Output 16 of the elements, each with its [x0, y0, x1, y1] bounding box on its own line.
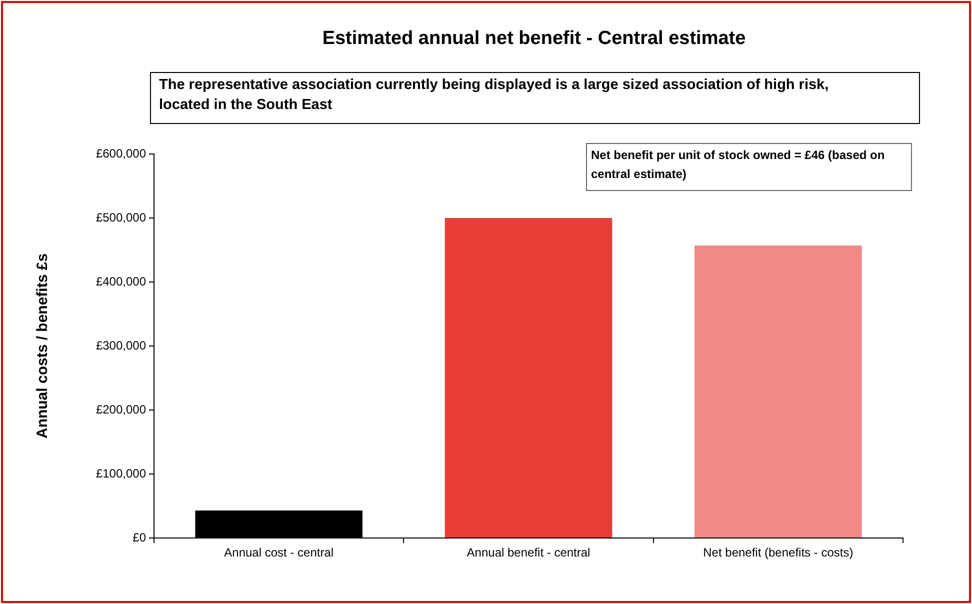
- y-axis-title: Annual costs / benefits £s: [34, 253, 52, 439]
- annotation: Net benefit per unit of stock owned = £46 (based on central estimate): [586, 143, 912, 191]
- bar: [694, 246, 862, 538]
- y-tick-label: £100,000: [96, 466, 146, 480]
- chart-subtitle: The representative association currently being displayed is a large sized association of high risk, located in the South East: [150, 72, 920, 124]
- y-tick-label: £300,000: [96, 338, 146, 352]
- y-tick-label: £200,000: [96, 402, 146, 416]
- x-tick-label: Annual cost - central: [224, 546, 334, 560]
- y-tick-label: £500,000: [96, 210, 146, 224]
- y-tick-label: £600,000: [96, 146, 146, 160]
- y-tick-label: £400,000: [96, 274, 146, 288]
- x-tick-label: Annual benefit - central: [466, 546, 590, 560]
- chart-title: Estimated annual net benefit - Central estimate: [321, 28, 747, 50]
- y-tick-label: £0: [132, 530, 146, 544]
- bar: [444, 218, 612, 538]
- x-tick-label: Net benefit (benefits - costs): [703, 546, 854, 560]
